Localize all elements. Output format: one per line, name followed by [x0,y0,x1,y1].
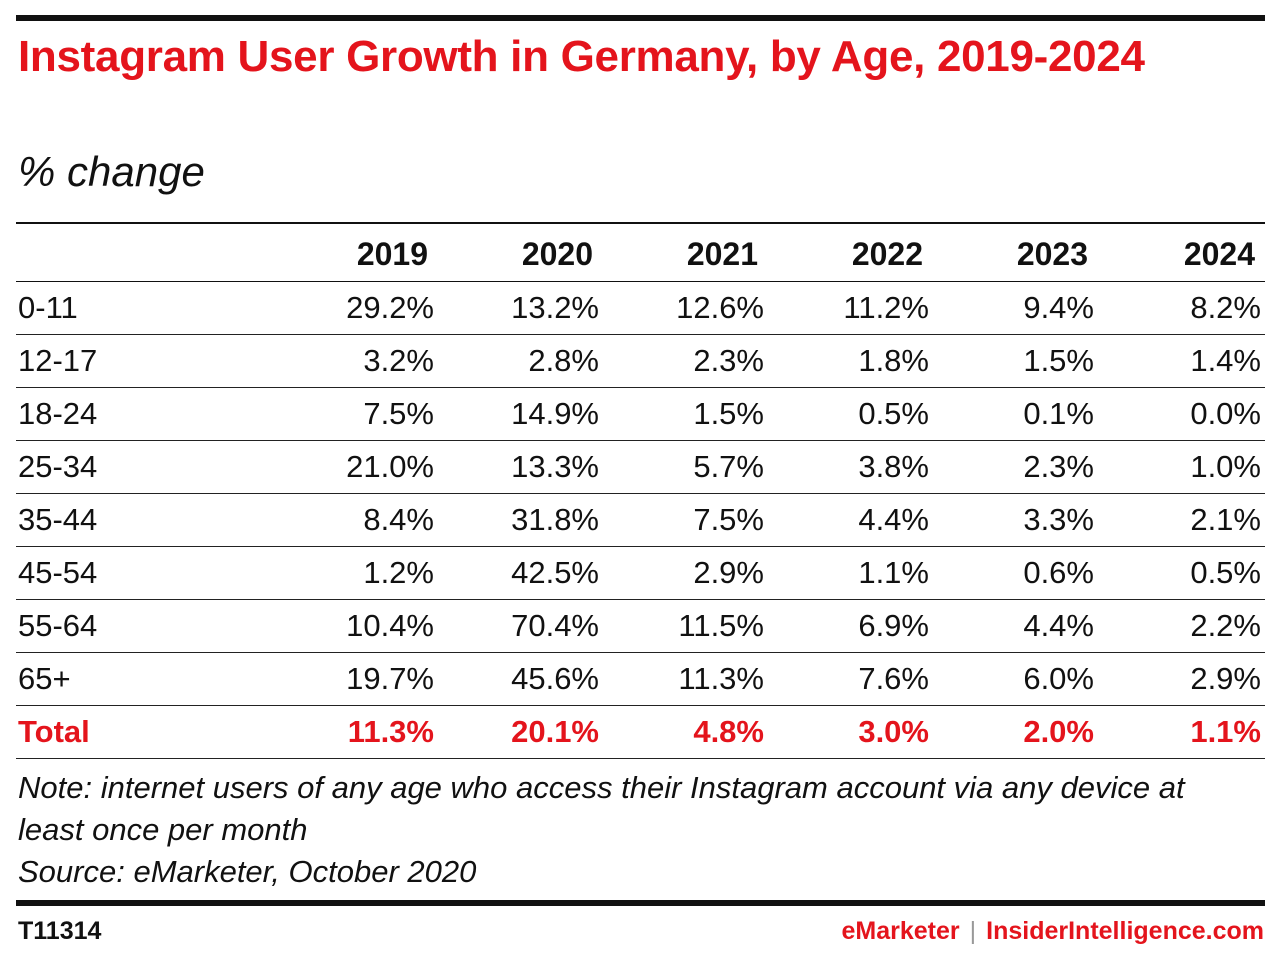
table-body: 0-11 29.2% 13.2% 12.6% 11.2% 9.4% 8.2% 12-17 3.2… [16,281,1265,758]
value-cell-2019: 19.7% [346,660,434,696]
value-cell-2019: 10.4% [346,607,434,643]
value-cell-2021: 7.5% [693,501,764,537]
value-cell-2023: 4.4% [1023,607,1094,643]
chart-subtitle: % change [18,148,205,195]
table-row: 45-54 1.2% 42.5% 2.9% 1.1% 0.6% 0.5% [16,546,1265,599]
table-row: 18-24 7.5% 14.9% 1.5% 0.5% 0.1% 0.0% [16,387,1265,440]
value-cell-2021: 1.5% [693,395,764,431]
column-header-2019: 2019 [356,235,428,272]
total-value-2022: 3.0% [858,713,929,749]
row-label-cell: 0-11 [18,289,78,325]
value-cell-2024: 2.2% [1190,607,1261,643]
value-cell-2019: 8.4% [363,501,434,537]
source-text: Source: eMarketer, October 2020 [18,854,477,889]
value-cell-2020: 45.6% [511,660,599,696]
value-cell-2019: 29.2% [346,289,434,325]
row-label-cell: 55-64 [18,607,98,643]
table-row: 0-11 29.2% 13.2% 12.6% 11.2% 9.4% 8.2% [16,281,1265,334]
header-label-cell [16,223,273,281]
column-header-2020: 2020 [521,235,593,272]
column-header-2021: 2021 [686,235,758,272]
value-cell-2024: 2.9% [1190,660,1261,696]
column-header-2024: 2024 [1183,235,1255,272]
value-cell-2023: 3.3% [1023,501,1094,537]
row-label-cell: 65+ [18,660,71,696]
table-row: 35-44 8.4% 31.8% 7.5% 4.4% 3.3% 2.1% [16,493,1265,546]
value-cell-2020: 14.9% [511,395,599,431]
value-cell-2020: 31.8% [511,501,599,537]
value-cell-2020: 42.5% [511,554,599,590]
row-label-cell: 25-34 [18,448,98,484]
value-cell-2021: 2.3% [693,342,764,378]
data-table-container: 2019 2020 2021 2022 2023 2024 0-11 29.2% 13.2% 1… [16,222,1265,759]
value-cell-2021: 5.7% [693,448,764,484]
value-cell-2024: 0.0% [1190,395,1261,431]
total-value-2023: 2.0% [1023,713,1094,749]
value-cell-2023: 2.3% [1023,448,1094,484]
brand-emarketer: eMarketer [841,917,960,945]
total-row: Total 11.3% 20.1% 4.8% 3.0% 2.0% 1.1% [16,705,1265,758]
value-cell-2023: 0.1% [1023,395,1094,431]
value-cell-2023: 0.6% [1023,554,1094,590]
row-label-cell: 45-54 [18,554,98,590]
total-label-cell: Total [18,713,90,749]
column-header-2022: 2022 [851,235,923,272]
value-cell-2021: 12.6% [676,289,764,325]
row-label-cell: 35-44 [18,501,98,537]
total-value-2021: 4.8% [693,713,764,749]
value-cell-2022: 7.6% [858,660,929,696]
value-cell-2024: 1.4% [1190,342,1261,378]
table-row: 12-17 3.2% 2.8% 2.3% 1.8% 1.5% 1.4% [16,334,1265,387]
value-cell-2022: 1.8% [858,342,929,378]
value-cell-2023: 1.5% [1023,342,1094,378]
chart-id: T11314 [18,917,102,945]
table-row: 65+ 19.7% 45.6% 11.3% 7.6% 6.0% 2.9% [16,652,1265,705]
value-cell-2020: 2.8% [528,342,599,378]
value-cell-2024: 1.0% [1190,448,1261,484]
notes-block: Note: internet users of any age who acce… [18,767,1258,893]
table-row: 55-64 10.4% 70.4% 11.5% 6.9% 4.4% 2.2% [16,599,1265,652]
value-cell-2023: 6.0% [1023,660,1094,696]
value-cell-2020: 13.2% [511,289,599,325]
total-value-2020: 20.1% [511,713,599,749]
column-header-2023: 2023 [1016,235,1088,272]
note-text: Note: internet users of any age who acce… [18,770,1185,847]
value-cell-2020: 13.3% [511,448,599,484]
value-cell-2021: 11.5% [678,607,764,643]
total-value-2019: 11.3% [347,713,434,749]
value-cell-2024: 8.2% [1190,289,1261,325]
value-cell-2019: 7.5% [363,395,434,431]
brand-site-link[interactable]: InsiderIntelligence.com [986,917,1264,945]
value-cell-2024: 2.1% [1190,501,1261,537]
value-cell-2022: 3.8% [858,448,929,484]
data-table: 2019 2020 2021 2022 2023 2024 0-11 29.2% 13.2% 1… [16,222,1265,759]
value-cell-2022: 0.5% [858,395,929,431]
table-row: 25-34 21.0% 13.3% 5.7% 3.8% 2.3% 1.0% [16,440,1265,493]
value-cell-2022: 11.2% [843,289,929,325]
value-cell-2022: 1.1% [858,554,929,590]
total-value-2024: 1.1% [1190,713,1261,749]
value-cell-2023: 9.4% [1023,289,1094,325]
footer-brand: eMarketer | InsiderIntelligence.com [842,914,1265,948]
value-cell-2024: 0.5% [1190,554,1261,590]
value-cell-2022: 4.4% [858,501,929,537]
table-header-row: 2019 2020 2021 2022 2023 2024 [16,223,1265,281]
chart-title: Instagram User Growth in Germany, by Age… [18,32,1145,81]
value-cell-2020: 70.4% [511,607,599,643]
brand-separator: | [969,917,977,945]
top-rule [16,15,1265,21]
value-cell-2019: 21.0% [346,448,434,484]
value-cell-2022: 6.9% [858,607,929,643]
row-label-cell: 12-17 [18,342,98,378]
bottom-rule [16,900,1265,906]
value-cell-2021: 2.9% [693,554,764,590]
row-label-cell: 18-24 [18,395,98,431]
value-cell-2019: 1.2% [363,554,434,590]
value-cell-2021: 11.3% [678,660,764,696]
value-cell-2019: 3.2% [363,342,434,378]
